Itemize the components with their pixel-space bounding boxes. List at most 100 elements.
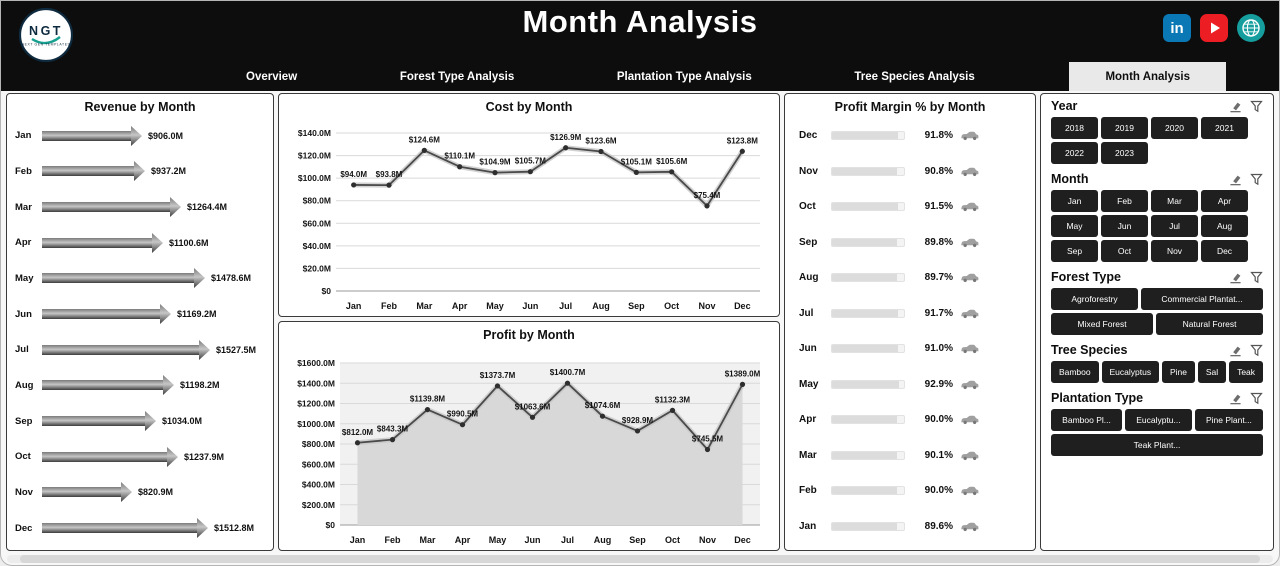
filter-option-natural-forest[interactable]: Natural Forest xyxy=(1156,313,1264,335)
data-point[interactable] xyxy=(529,414,536,420)
profit-area-chart[interactable]: $0 $200.0M $400.0M $600.0M $800.0M $1000.0M $1… xyxy=(282,347,776,549)
filter-option-pine-plant[interactable]: Pine Plant... xyxy=(1194,409,1264,431)
clear-selections-icon[interactable] xyxy=(1229,271,1242,284)
data-point[interactable] xyxy=(386,182,392,188)
filter-option-dec[interactable]: Dec xyxy=(1201,240,1248,262)
data-point[interactable] xyxy=(527,169,533,175)
data-point[interactable] xyxy=(704,446,711,453)
filter-option-eucalyptu[interactable]: Eucalyptu... xyxy=(1125,409,1192,431)
clear-selections-icon[interactable] xyxy=(1229,344,1242,357)
filter-option-pine[interactable]: Pine xyxy=(1162,361,1195,383)
scrollbar-thumb[interactable] xyxy=(19,555,1261,563)
revenue-row-jan[interactable]: Jan $906.0M xyxy=(15,125,269,146)
data-point[interactable] xyxy=(389,437,396,443)
data-point[interactable] xyxy=(421,147,427,153)
data-point[interactable] xyxy=(492,170,498,176)
data-point[interactable] xyxy=(598,148,604,155)
filter-option-mar[interactable]: Mar xyxy=(1151,190,1198,212)
revenue-arrow[interactable] xyxy=(42,411,158,432)
tab-forest-type-analysis[interactable]: Forest Type Analysis xyxy=(399,70,515,83)
tab-plantation-type-analysis[interactable]: Plantation Type Analysis xyxy=(616,70,752,83)
data-point[interactable] xyxy=(354,440,361,446)
horizontal-scrollbar[interactable] xyxy=(7,555,1273,563)
revenue-arrow[interactable] xyxy=(42,446,180,467)
revenue-arrow[interactable] xyxy=(42,304,173,325)
filter-option-jul[interactable]: Jul xyxy=(1151,215,1198,237)
linkedin-icon[interactable]: in xyxy=(1163,14,1191,42)
filter-icon[interactable] xyxy=(1250,173,1263,186)
data-point[interactable] xyxy=(669,169,675,175)
clear-selections-icon[interactable] xyxy=(1229,173,1242,186)
filter-option-bamboo-pl[interactable]: Bamboo Pl... xyxy=(1051,409,1123,431)
filter-option-agroforestry[interactable]: Agroforestry xyxy=(1051,288,1139,310)
margin-row-apr[interactable]: Apr 90.0% xyxy=(799,414,1035,425)
revenue-row-mar[interactable]: Mar $1264.4M xyxy=(15,197,269,218)
filter-option-oct[interactable]: Oct xyxy=(1101,240,1148,262)
margin-row-aug[interactable]: Aug 89.7% xyxy=(799,272,1035,283)
data-point[interactable] xyxy=(459,422,466,428)
filter-option-sal[interactable]: Sal xyxy=(1197,361,1227,383)
data-point[interactable] xyxy=(739,381,746,387)
youtube-icon[interactable] xyxy=(1200,14,1228,42)
revenue-row-jun[interactable]: Jun $1169.2M xyxy=(15,304,269,325)
filter-option-teak-plant[interactable]: Teak Plant... xyxy=(1051,434,1263,456)
data-point[interactable] xyxy=(704,203,710,209)
filter-option-2022[interactable]: 2022 xyxy=(1051,142,1098,164)
filter-option-teak[interactable]: Teak xyxy=(1229,361,1263,383)
filter-option-jan[interactable]: Jan xyxy=(1051,190,1098,212)
margin-row-sep[interactable]: Sep 89.8% xyxy=(799,237,1035,248)
clear-selections-icon[interactable] xyxy=(1229,100,1242,113)
clear-selections-icon[interactable] xyxy=(1229,392,1242,405)
data-point[interactable] xyxy=(599,413,606,419)
revenue-arrow[interactable] xyxy=(42,339,212,360)
data-point[interactable] xyxy=(633,169,639,175)
revenue-arrow[interactable] xyxy=(42,161,147,182)
filter-option-2020[interactable]: 2020 xyxy=(1151,117,1198,139)
filter-option-2023[interactable]: 2023 xyxy=(1101,142,1148,164)
data-point[interactable] xyxy=(351,182,357,188)
web-icon[interactable] xyxy=(1237,14,1265,42)
filter-icon[interactable] xyxy=(1250,392,1263,405)
data-point[interactable] xyxy=(457,164,463,170)
filter-option-2019[interactable]: 2019 xyxy=(1101,117,1148,139)
data-point[interactable] xyxy=(739,148,745,154)
data-point[interactable] xyxy=(634,428,641,434)
filter-option-mixed-forest[interactable]: Mixed Forest xyxy=(1051,313,1154,335)
revenue-row-apr[interactable]: Apr $1100.6M xyxy=(15,232,269,253)
revenue-row-nov[interactable]: Nov $820.9M xyxy=(15,482,269,503)
revenue-arrow[interactable] xyxy=(42,375,176,396)
margin-row-jan[interactable]: Jan 89.6% xyxy=(799,521,1035,532)
filter-option-may[interactable]: May xyxy=(1051,215,1098,237)
margin-row-may[interactable]: May 92.9% xyxy=(799,379,1035,390)
filter-icon[interactable] xyxy=(1250,344,1263,357)
filter-option-feb[interactable]: Feb xyxy=(1101,190,1148,212)
filter-option-bamboo[interactable]: Bamboo xyxy=(1051,361,1099,383)
data-point[interactable] xyxy=(669,407,676,413)
revenue-arrow[interactable] xyxy=(42,125,144,146)
margin-row-mar[interactable]: Mar 90.1% xyxy=(799,450,1035,461)
revenue-row-aug[interactable]: Aug $1198.2M xyxy=(15,375,269,396)
margin-row-oct[interactable]: Oct 91.5% xyxy=(799,201,1035,212)
revenue-arrow[interactable] xyxy=(42,268,207,289)
filter-option-sep[interactable]: Sep xyxy=(1051,240,1098,262)
revenue-row-feb[interactable]: Feb $937.2M xyxy=(15,161,269,182)
revenue-arrow[interactable] xyxy=(42,197,183,218)
margin-row-dec[interactable]: Dec 91.8% xyxy=(799,130,1035,141)
revenue-row-jul[interactable]: Jul $1527.5M xyxy=(15,339,269,360)
revenue-arrow[interactable] xyxy=(42,482,134,503)
revenue-row-may[interactable]: May $1478.6M xyxy=(15,268,269,289)
filter-option-nov[interactable]: Nov xyxy=(1151,240,1198,262)
filter-option-apr[interactable]: Apr xyxy=(1201,190,1248,212)
revenue-row-oct[interactable]: Oct $1237.9M xyxy=(15,446,269,467)
cost-line-chart[interactable]: $0 $20.0M $40.0M $60.0M $80.0M $100.0M $120.0M… xyxy=(282,119,776,315)
filter-option-commercial-plantat[interactable]: Commercial Plantat... xyxy=(1141,288,1264,310)
filter-icon[interactable] xyxy=(1250,271,1263,284)
revenue-row-sep[interactable]: Sep $1034.0M xyxy=(15,411,269,432)
revenue-arrow[interactable] xyxy=(42,232,165,253)
filter-option-eucalyptus[interactable]: Eucalyptus xyxy=(1101,361,1160,383)
revenue-arrow[interactable] xyxy=(42,518,210,539)
data-point[interactable] xyxy=(494,383,501,389)
filter-option-aug[interactable]: Aug xyxy=(1201,215,1248,237)
data-point[interactable] xyxy=(424,406,431,413)
revenue-row-dec[interactable]: Dec $1512.8M xyxy=(15,518,269,539)
